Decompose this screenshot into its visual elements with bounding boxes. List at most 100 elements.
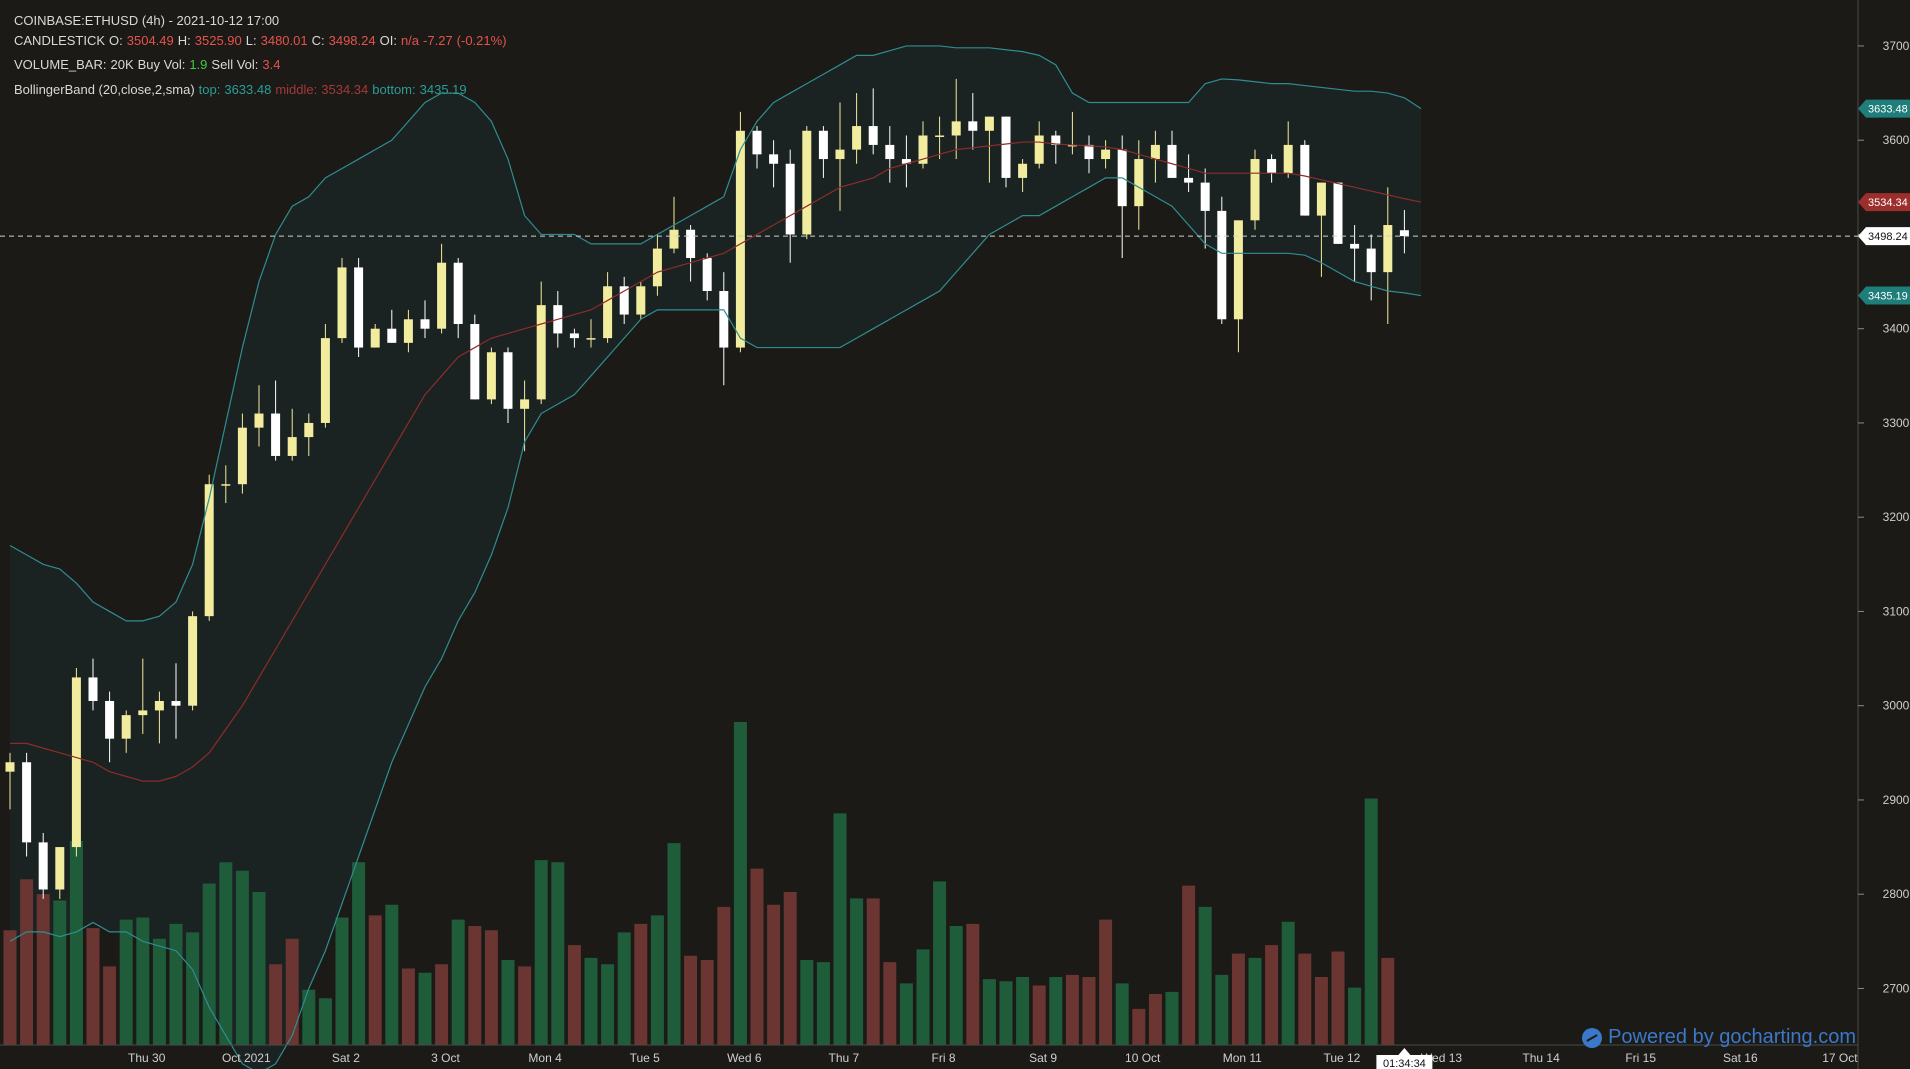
price-tag-top: 3633.48	[1858, 99, 1910, 118]
volume-bar	[750, 868, 764, 1045]
candle-body	[121, 715, 131, 739]
candle-body	[1399, 230, 1409, 237]
volume-bar	[1132, 1008, 1146, 1045]
buy-volume-label: Buy Vol:	[137, 57, 186, 72]
candle-body	[1184, 177, 1194, 183]
volume-bar	[883, 962, 897, 1045]
candle-body	[403, 319, 413, 343]
candle-body	[1101, 149, 1111, 160]
volume-bar	[700, 960, 714, 1045]
price-tick-label: 3100	[1883, 604, 1910, 618]
time-tick-label: Thu 7	[829, 1051, 860, 1065]
price-tag-bg	[1858, 99, 1910, 118]
bollinger-top-label: top:	[198, 82, 221, 97]
candle-body	[868, 126, 878, 145]
oi-label: OI:	[379, 33, 397, 48]
candle-body	[536, 305, 546, 400]
price-tick-label: 2900	[1883, 793, 1910, 807]
candle-body	[1084, 144, 1094, 160]
volume-bar	[269, 964, 283, 1045]
volume-bar	[1065, 974, 1079, 1045]
volume-bar	[1016, 977, 1030, 1045]
candle-body	[586, 338, 596, 340]
volume-bar	[318, 998, 332, 1045]
candlestick-name: CANDLESTICK	[14, 33, 106, 48]
powered-by-text: Powered by gocharting.com	[1608, 1026, 1856, 1048]
candle-body	[154, 700, 164, 711]
candle-body	[835, 149, 845, 160]
volume-bar	[20, 879, 34, 1045]
volume-legend: VOLUME_BAR: 20K Buy Vol: 1.9 Sell Vol: 3.4	[14, 57, 284, 72]
volume-bar	[551, 862, 565, 1045]
candle-body	[271, 413, 281, 456]
candle-body	[171, 700, 181, 706]
candle-body	[304, 422, 314, 438]
volume-bar	[252, 892, 266, 1045]
time-tick-label: 3 Oct	[431, 1051, 460, 1065]
volume-bar	[1231, 953, 1245, 1045]
volume-bar	[1099, 919, 1113, 1045]
volume-bar	[1331, 951, 1345, 1045]
volume-bar	[850, 898, 864, 1045]
time-tick-label: Mon 11	[1223, 1051, 1262, 1065]
price-tick-label: 3300	[1883, 416, 1910, 430]
open-value: 3504.49	[126, 33, 174, 48]
candle-body	[387, 328, 397, 343]
candle-body	[918, 135, 928, 164]
volume-bars	[3, 722, 1395, 1045]
volume-bar	[1248, 957, 1262, 1045]
close-value: 3498.24	[328, 33, 376, 48]
volume-bar	[816, 962, 830, 1045]
time-tick-label: 10 Oct	[1125, 1051, 1161, 1065]
volume-bar	[285, 938, 299, 1045]
volume-bar	[1082, 977, 1096, 1045]
candle-body	[652, 248, 662, 287]
candle-body	[901, 159, 911, 164]
time-tick-label: Thu 30	[128, 1051, 166, 1065]
candle-body	[852, 126, 862, 150]
volume-bar	[966, 923, 980, 1045]
volume-bar	[219, 862, 233, 1045]
volume-bar	[584, 957, 598, 1045]
low-label: L:	[245, 33, 257, 48]
crosshair-time-tag: 01:34:34	[1376, 1048, 1433, 1069]
volume-bar	[468, 926, 482, 1045]
volume-bar	[717, 906, 731, 1045]
close-label: C:	[311, 33, 325, 48]
volume-total: 20K	[110, 57, 134, 72]
price-tick-label: 2700	[1883, 981, 1910, 995]
price-tag-label: 3534.34	[1868, 197, 1908, 209]
price-tag-label: 3633.48	[1868, 104, 1908, 116]
time-tick-label: Sat 2	[332, 1051, 360, 1065]
volume-bar	[1265, 945, 1279, 1045]
candle-body	[437, 262, 447, 329]
volume-bar	[567, 945, 581, 1045]
volume-bar	[999, 981, 1013, 1045]
candle-body	[951, 121, 961, 136]
symbol-title: COINBASE:ETHUSD (4h) - 2021-10-12 17:00	[14, 13, 283, 28]
volume-bar	[1032, 985, 1046, 1045]
candle-body	[204, 484, 214, 617]
volume-bar	[69, 841, 83, 1045]
bollinger-name: BollingerBand (20,close,2,sma)	[14, 82, 195, 97]
candle-body	[254, 413, 264, 428]
candle-body	[420, 319, 430, 329]
time-tick-label: Wed 6	[727, 1051, 762, 1065]
candle-body	[719, 291, 729, 348]
powered-by-link[interactable]: Powered by gocharting.com	[1582, 1026, 1856, 1049]
candle-body	[669, 229, 679, 249]
bollinger-middle-line	[10, 141, 1422, 782]
volume-bar	[152, 938, 166, 1045]
volume-bar	[335, 917, 349, 1045]
volume-bar	[401, 968, 415, 1045]
candle-body	[636, 286, 646, 315]
candle-body	[968, 121, 978, 131]
volume-bar	[3, 930, 17, 1045]
volume-bar	[1281, 921, 1295, 1045]
bollinger-middle-value: 3534.34	[321, 82, 369, 97]
price-tag-last: 3498.24	[1858, 227, 1910, 246]
time-tick-label: Oct 2021	[222, 1051, 271, 1065]
bollinger-top-line	[9, 45, 1422, 622]
volume-bar	[169, 923, 183, 1045]
